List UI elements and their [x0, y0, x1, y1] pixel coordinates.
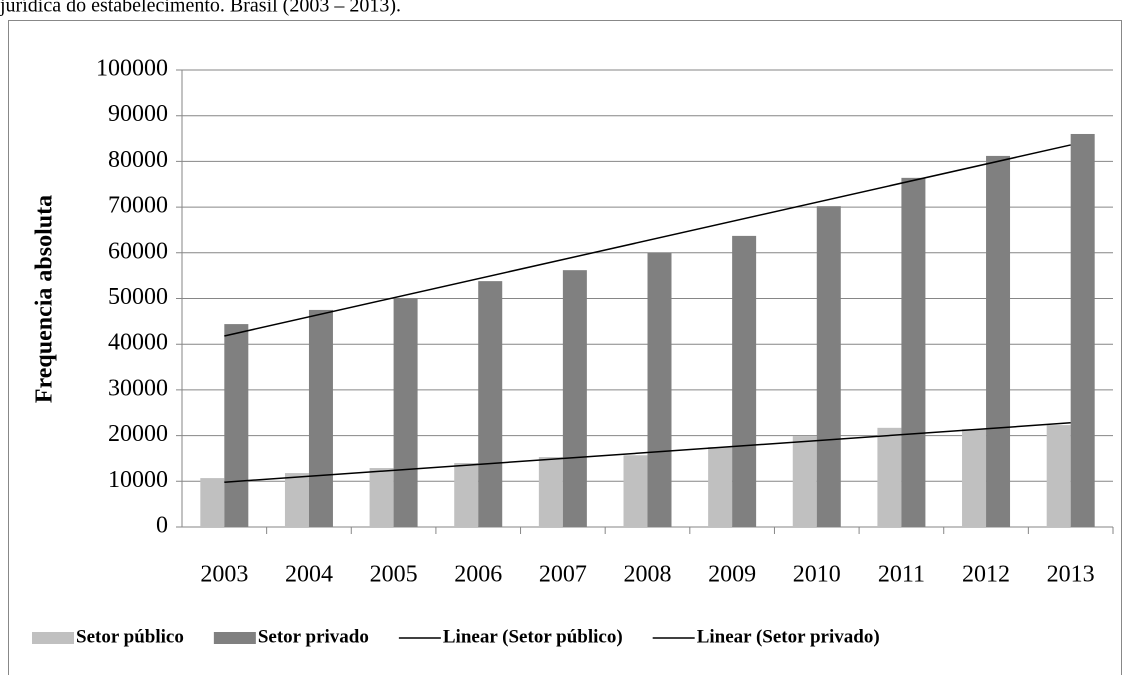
bar: [792, 436, 817, 527]
bar: [478, 281, 503, 527]
x-tick-label: 2011: [878, 562, 925, 588]
caption: jurídica do estabelecimento. Brasil (200…: [0, 0, 401, 17]
y-tick-label: 20000: [108, 421, 168, 447]
x-tick-label: 2004: [285, 562, 333, 588]
bar: [708, 447, 733, 527]
bar: [393, 298, 418, 527]
bar: [877, 427, 902, 527]
bar: [1070, 133, 1095, 528]
x-tick-label: 2003: [200, 562, 248, 588]
y-tick-label: 100000: [96, 56, 168, 82]
bar: [369, 468, 394, 527]
bar: [647, 252, 672, 528]
bar: [454, 463, 479, 527]
bar: [901, 177, 926, 528]
trend-line: [224, 422, 1071, 483]
bar: [732, 235, 757, 528]
x-tick-label: 2008: [624, 562, 672, 588]
bar: [538, 457, 563, 527]
legend-swatch: [213, 632, 256, 644]
legend-label: Linear (Setor privado): [697, 626, 880, 647]
x-tick-label: 2007: [539, 562, 587, 588]
y-tick-label: 0: [156, 513, 168, 539]
y-axis-label: Frequencia absoluta: [32, 195, 58, 403]
bar: [308, 309, 333, 527]
y-tick-label: 10000: [108, 467, 168, 493]
legend-label: Linear (Setor público): [443, 626, 623, 647]
bar: [986, 155, 1011, 527]
bar: [200, 478, 225, 527]
bar: [1046, 425, 1071, 527]
bar: [224, 324, 249, 527]
legend-swatch: [32, 632, 74, 644]
y-tick-label: 60000: [108, 238, 168, 264]
bar: [816, 206, 841, 527]
y-tick-label: 30000: [108, 375, 168, 401]
x-tick-label: 2009: [708, 562, 756, 588]
legend-label: Setor público: [76, 626, 184, 647]
x-tick-label: 2012: [962, 562, 1010, 588]
trend-line: [224, 144, 1071, 337]
x-tick-label: 2006: [454, 562, 502, 588]
y-tick-label: 80000: [108, 147, 168, 173]
x-tick-label: 2013: [1047, 562, 1095, 588]
bar: [284, 473, 309, 527]
bar: [962, 429, 987, 527]
y-tick-label: 40000: [108, 330, 168, 356]
x-tick-label: 2005: [370, 562, 418, 588]
legend-label: Setor privado: [258, 626, 369, 647]
x-tick-label: 2010: [793, 562, 841, 588]
bar: [562, 270, 587, 527]
y-tick-label: 90000: [108, 101, 168, 127]
y-tick-label: 70000: [108, 193, 168, 219]
y-tick-label: 50000: [108, 284, 168, 310]
bar: [623, 455, 648, 527]
